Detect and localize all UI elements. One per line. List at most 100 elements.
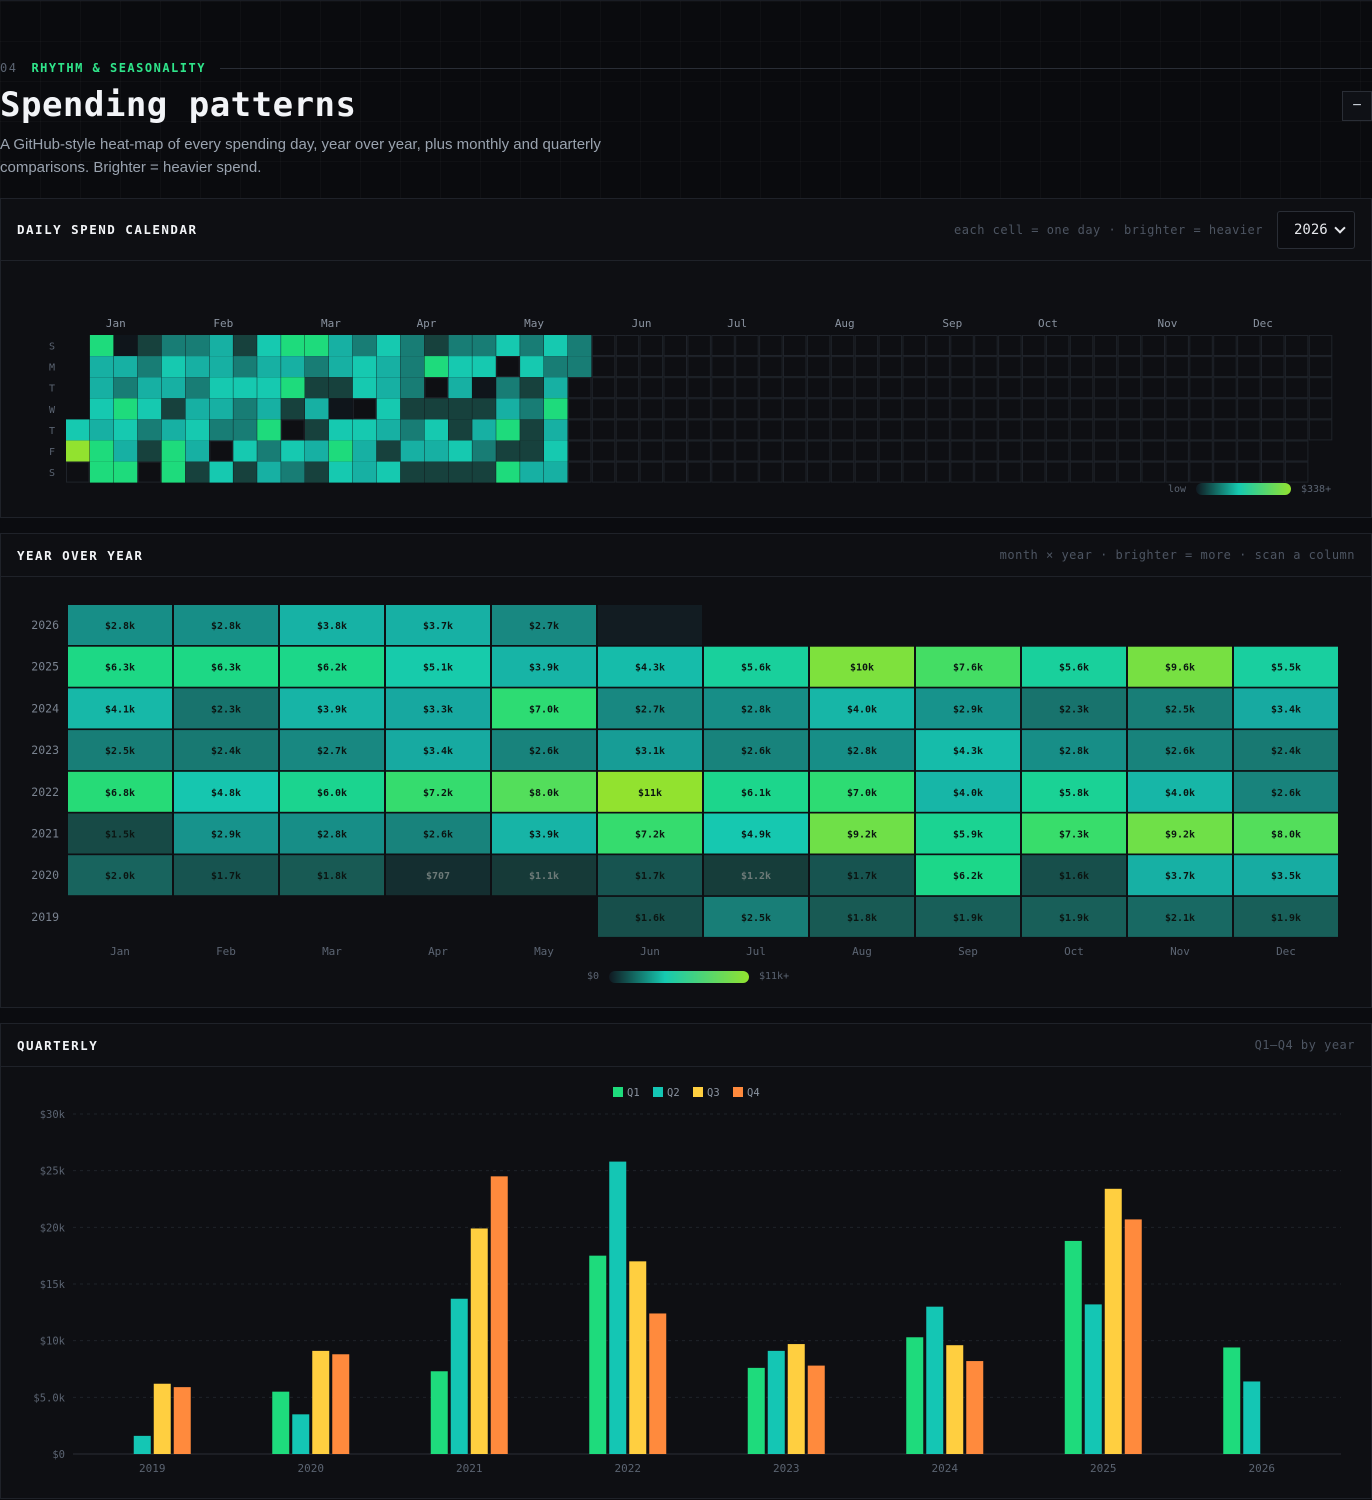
day-cell-empty[interactable] (1093, 398, 1118, 420)
bar-q4[interactable] (490, 1176, 508, 1454)
collapse-button[interactable]: − (1342, 91, 1372, 121)
yoy-cell[interactable] (280, 730, 384, 771)
day-cell-empty[interactable] (66, 461, 90, 483)
yoy-cell[interactable] (598, 688, 702, 729)
bar-q4[interactable] (966, 1361, 984, 1454)
day-cell-empty[interactable] (902, 440, 926, 462)
day-cell[interactable] (305, 419, 329, 441)
yoy-cell[interactable] (916, 813, 1020, 854)
day-cell-empty[interactable] (998, 419, 1022, 441)
day-cell[interactable] (352, 377, 377, 399)
day-cell-empty[interactable] (806, 440, 831, 462)
day-cell[interactable] (400, 398, 425, 420)
day-cell[interactable] (137, 419, 162, 441)
day-cell-empty[interactable] (950, 419, 974, 441)
day-cell-empty[interactable] (854, 356, 879, 378)
bar-q2[interactable] (133, 1435, 151, 1454)
legend-item-q3[interactable]: Q3 (693, 1087, 720, 1099)
day-cell-empty[interactable] (591, 377, 616, 399)
day-cell-empty[interactable] (1213, 356, 1237, 378)
day-cell-empty[interactable] (806, 377, 831, 399)
day-cell-empty[interactable] (759, 356, 783, 378)
day-cell[interactable] (448, 398, 472, 420)
yoy-cell[interactable] (492, 688, 596, 729)
day-cell-empty[interactable] (806, 356, 831, 378)
day-cell[interactable] (424, 335, 449, 356)
day-cell-empty[interactable] (1189, 419, 1213, 441)
day-cell-empty[interactable] (1213, 440, 1237, 462)
bar-q2[interactable] (450, 1298, 468, 1454)
day-cell-empty[interactable] (1165, 461, 1189, 483)
day-cell-empty[interactable] (711, 356, 735, 378)
day-cell-empty[interactable] (639, 461, 664, 483)
yoy-cell[interactable] (810, 855, 914, 896)
day-cell[interactable] (281, 377, 305, 399)
day-cell-empty[interactable] (615, 356, 640, 378)
day-cell[interactable] (305, 461, 329, 483)
bar-q1[interactable] (589, 1255, 607, 1454)
day-cell-empty[interactable] (1308, 356, 1333, 378)
day-cell-empty[interactable] (878, 440, 903, 462)
day-cell-empty[interactable] (1117, 356, 1142, 378)
day-cell-empty[interactable] (639, 398, 664, 420)
day-cell[interactable] (233, 377, 257, 399)
day-cell[interactable] (424, 356, 449, 378)
day-cell[interactable] (400, 461, 425, 483)
day-cell-empty[interactable] (783, 377, 807, 399)
day-cell-empty[interactable] (137, 461, 162, 483)
day-cell-empty[interactable] (591, 335, 616, 356)
day-cell-empty[interactable] (615, 461, 640, 483)
day-cell[interactable] (472, 398, 496, 420)
day-cell-empty[interactable] (567, 461, 592, 483)
bar-q3[interactable] (1104, 1188, 1122, 1454)
day-cell-empty[interactable] (759, 377, 783, 399)
day-cell[interactable] (520, 356, 544, 378)
day-cell[interactable] (66, 419, 90, 441)
yoy-cell[interactable] (68, 855, 172, 896)
day-cell[interactable] (567, 356, 592, 378)
day-cell-empty[interactable] (1069, 377, 1094, 399)
day-cell-empty[interactable] (1308, 419, 1333, 441)
day-cell[interactable] (89, 356, 114, 378)
day-cell-empty[interactable] (998, 335, 1022, 356)
day-cell-empty[interactable] (1189, 398, 1213, 420)
day-cell-empty[interactable] (1284, 419, 1309, 441)
day-cell-empty[interactable] (783, 440, 807, 462)
day-cell[interactable] (257, 335, 281, 356)
day-cell-empty[interactable] (1237, 356, 1261, 378)
yoy-cell[interactable] (386, 605, 490, 645)
day-cell[interactable] (448, 335, 472, 356)
day-cell-empty[interactable] (1093, 356, 1118, 378)
legend-item-q2[interactable]: Q2 (653, 1087, 680, 1099)
day-cell-empty[interactable] (854, 398, 879, 420)
day-cell-empty[interactable] (783, 398, 807, 420)
bar-q3[interactable] (946, 1345, 964, 1454)
yoy-cell[interactable] (280, 688, 384, 729)
day-cell-empty[interactable] (639, 440, 664, 462)
yoy-cell[interactable] (280, 855, 384, 896)
day-cell-empty[interactable] (759, 461, 783, 483)
day-cell-empty[interactable] (1213, 335, 1237, 356)
day-cell[interactable] (400, 356, 425, 378)
yoy-cell[interactable] (1128, 813, 1232, 854)
yoy-cell[interactable] (492, 605, 596, 645)
yoy-cell[interactable] (810, 688, 914, 729)
day-cell-empty[interactable] (1117, 377, 1142, 399)
day-cell-empty[interactable] (830, 356, 855, 378)
bar-q2[interactable] (926, 1306, 944, 1454)
day-cell-empty[interactable] (806, 335, 831, 356)
day-cell-empty[interactable] (496, 356, 520, 378)
day-cell[interactable] (376, 461, 401, 483)
legend-item-q4[interactable]: Q4 (733, 1087, 760, 1099)
day-cell[interactable] (209, 377, 233, 399)
year-select[interactable]: 2026 (1277, 210, 1355, 249)
day-cell-empty[interactable] (998, 440, 1022, 462)
yoy-cell[interactable] (810, 813, 914, 854)
day-cell[interactable] (305, 356, 329, 378)
day-cell-empty[interactable] (878, 461, 903, 483)
yoy-cell[interactable] (1022, 646, 1126, 687)
day-cell-empty[interactable] (567, 440, 592, 462)
yoy-cell[interactable] (916, 771, 1020, 812)
day-cell[interactable] (376, 419, 401, 441)
day-cell-empty[interactable] (1045, 440, 1070, 462)
